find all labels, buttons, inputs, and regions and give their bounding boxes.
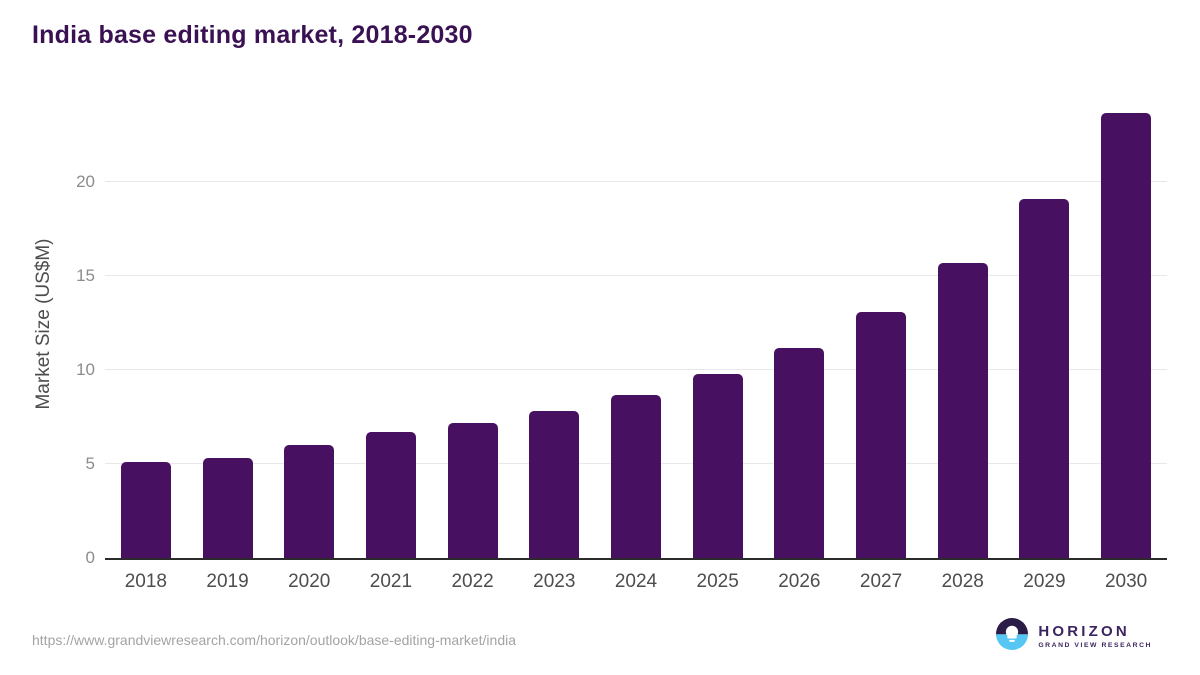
y-tick-label: 5 bbox=[85, 454, 95, 474]
bar-2023 bbox=[529, 411, 580, 558]
x-tick-label: 2028 bbox=[941, 571, 984, 592]
y-axis-tick-labels: 0 5 10 15 20 bbox=[0, 90, 95, 567]
brand-logo: HORIZON GRAND VIEW RESEARCH bbox=[996, 618, 1152, 655]
bar-2027 bbox=[856, 311, 907, 558]
bar-slot bbox=[513, 90, 595, 558]
x-tick-label: 2027 bbox=[859, 571, 903, 592]
bar-2018 bbox=[120, 462, 171, 558]
bar-slot bbox=[350, 90, 432, 558]
gridline bbox=[105, 275, 1167, 277]
y-tick-label: 0 bbox=[85, 548, 95, 567]
bar-slot bbox=[432, 90, 514, 558]
bar-2029 bbox=[1019, 199, 1070, 558]
gridline bbox=[105, 181, 1167, 183]
bar-2021 bbox=[365, 432, 416, 558]
bar-slot bbox=[840, 90, 922, 558]
x-tick-label: 2019 bbox=[206, 571, 249, 592]
x-tick-label: 2020 bbox=[288, 571, 331, 592]
bar-2026 bbox=[774, 347, 825, 558]
brand-logo-text: HORIZON GRAND VIEW RESEARCH bbox=[1038, 624, 1152, 649]
plot-area bbox=[105, 90, 1167, 560]
bar-slot bbox=[187, 90, 269, 558]
x-tick-label: 2024 bbox=[614, 571, 658, 592]
chart-title: India base editing market, 2018-2030 bbox=[32, 21, 473, 49]
x-tick-label: 2022 bbox=[451, 571, 494, 592]
bar-2024 bbox=[610, 394, 661, 558]
bar-slot bbox=[677, 90, 759, 558]
y-tick-label: 10 bbox=[76, 360, 95, 380]
x-tick-label: 2029 bbox=[1023, 571, 1066, 592]
bar-slot bbox=[268, 90, 350, 558]
brand-name: HORIZON bbox=[1038, 623, 1130, 640]
bar-2020 bbox=[284, 445, 335, 558]
bar-slot bbox=[105, 90, 187, 558]
x-axis-tick-labels: 2018 2019 2020 2021 2022 2023 2024 2025 2026 2027… bbox=[105, 571, 1167, 593]
x-tick-label: 2026 bbox=[778, 571, 821, 592]
y-tick-label: 15 bbox=[76, 266, 95, 286]
x-tick-label: 2023 bbox=[533, 571, 576, 592]
bar-slot bbox=[759, 90, 841, 558]
bar-slot bbox=[1085, 90, 1167, 558]
x-tick-label: 2030 bbox=[1104, 571, 1148, 592]
y-tick-label: 20 bbox=[76, 172, 95, 192]
x-tick-label: 2018 bbox=[124, 571, 167, 592]
bar-2025 bbox=[692, 373, 743, 558]
gridline bbox=[105, 369, 1167, 371]
source-url: https://www.grandviewresearch.com/horizo… bbox=[32, 632, 517, 648]
bar-slot bbox=[922, 90, 1004, 558]
bars-layer bbox=[105, 90, 1167, 558]
bar-slot bbox=[1004, 90, 1086, 558]
bar-2022 bbox=[447, 422, 498, 558]
x-tick-label: 2021 bbox=[369, 571, 413, 592]
bar-2019 bbox=[202, 458, 253, 558]
bar-2028 bbox=[937, 262, 988, 558]
x-tick-label: 2025 bbox=[696, 571, 739, 592]
bar-slot bbox=[595, 90, 677, 558]
horizon-sun-icon bbox=[996, 618, 1029, 655]
brand-subtitle: GRAND VIEW RESEARCH bbox=[1038, 642, 1152, 649]
bar-2030 bbox=[1101, 112, 1152, 558]
